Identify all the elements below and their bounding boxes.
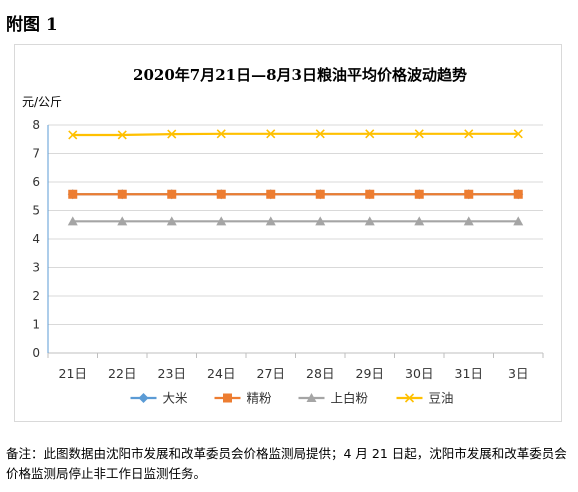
y-tick-label: 8	[32, 118, 40, 132]
data-point-square	[315, 189, 325, 199]
data-point-triangle	[306, 393, 317, 402]
y-axis-unit-label: 元/公斤	[22, 95, 62, 109]
series-x	[68, 129, 523, 140]
legend-item: 精粉	[214, 391, 273, 406]
data-point-x	[315, 129, 325, 139]
series-line	[72, 132, 519, 137]
data-point-x	[266, 129, 276, 139]
data-point-x-stroke	[365, 129, 375, 139]
x-tick-label: 24日	[207, 366, 235, 381]
x-tick-label: 27日	[257, 366, 285, 381]
legend-label: 上白粉	[331, 391, 369, 406]
data-point-x-stroke	[117, 130, 127, 140]
data-point-x	[464, 129, 474, 139]
x-tick-label: 31日	[455, 366, 483, 381]
data-point-triangle	[67, 216, 78, 226]
data-point-square	[68, 189, 78, 199]
legend-label: 大米	[163, 391, 189, 406]
data-point-square	[216, 189, 226, 199]
x-tick-label: 29日	[356, 366, 384, 381]
figure-heading: 附图 1	[6, 15, 58, 35]
data-point-x	[513, 129, 523, 139]
data-point-x-stroke	[513, 129, 523, 139]
legend-label: 豆油	[429, 391, 454, 406]
x-tick-label: 21日	[59, 366, 87, 381]
data-point-square	[223, 393, 232, 403]
data-point-square	[266, 189, 276, 199]
data-point-x	[365, 129, 375, 139]
y-tick-label: 1	[32, 318, 40, 332]
data-point-x-stroke	[216, 129, 226, 139]
data-point-square	[414, 189, 424, 199]
data-point-square	[513, 189, 523, 199]
data-point-diamond	[138, 393, 149, 403]
data-point-triangle	[265, 216, 276, 226]
data-point-x	[68, 130, 78, 140]
x-tick-label: 23日	[158, 366, 186, 381]
data-point-x	[216, 129, 226, 139]
data-point-x-stroke	[266, 129, 276, 139]
data-point-triangle	[315, 216, 326, 226]
chart-title: 2020年7月21日—8月3日粮油平均价格波动趋势	[133, 66, 467, 84]
y-tick-label: 5	[32, 204, 40, 218]
data-point-square	[167, 189, 177, 199]
data-point-triangle	[513, 216, 524, 226]
data-point-square	[117, 189, 127, 199]
data-point-x	[404, 393, 415, 403]
legend-item: 大米	[130, 391, 189, 406]
data-point-square	[365, 189, 375, 199]
y-tick-label: 6	[32, 175, 40, 189]
data-point-triangle	[414, 216, 425, 226]
gridlines	[48, 124, 543, 325]
data-point-x-stroke	[414, 129, 424, 139]
y-tick-label: 3	[32, 261, 40, 275]
series-square	[68, 189, 523, 199]
series-triangle	[67, 216, 524, 226]
legend: 大米 精粉 上白粉 豆油	[130, 391, 454, 406]
data-point-triangle	[117, 216, 128, 226]
y-tick-label: 2	[32, 289, 40, 303]
data-point-x-stroke	[464, 129, 474, 139]
data-point-x-stroke	[167, 129, 177, 139]
line-chart: 2020年7月21日—8月3日粮油平均价格波动趋势 元/公斤 0 1 2 3 4 5 6 7 8…	[22, 66, 544, 406]
data-point-x-stroke	[404, 393, 415, 403]
x-tick-label: 28日	[306, 366, 334, 381]
data-point-x	[167, 129, 177, 139]
x-tick-label: 22日	[108, 366, 136, 381]
x-tick-label: 3日	[508, 366, 528, 381]
chart-frame	[14, 44, 562, 422]
data-point-x-stroke	[68, 130, 78, 140]
series-lines	[67, 129, 524, 226]
data-point-x	[414, 129, 424, 139]
data-point-x	[117, 130, 127, 140]
legend-item: 上白粉	[298, 391, 369, 406]
data-point-square	[464, 189, 474, 199]
data-point-x-stroke	[315, 129, 325, 139]
data-point-triangle	[463, 216, 474, 226]
data-point-triangle	[216, 216, 227, 226]
axes: 0 1 2 3 4 5 6 7 8 21日 22日 23日 24日 27日 28日 29日 30日 31日 3日	[32, 118, 544, 381]
legend-label: 精粉	[247, 391, 273, 406]
footnote: 备注：此图数据由沈阳市发展和改革委员会价格监测局提供；4 月 21 日起，沈阳市…	[6, 446, 567, 481]
x-tick-label: 30日	[405, 366, 433, 381]
y-tick-label: 0	[32, 346, 40, 360]
y-tick-label: 4	[32, 232, 40, 246]
data-point-triangle	[364, 216, 375, 226]
legend-item: 豆油	[396, 391, 454, 406]
y-tick-label: 7	[32, 147, 40, 161]
data-point-triangle	[166, 216, 177, 226]
